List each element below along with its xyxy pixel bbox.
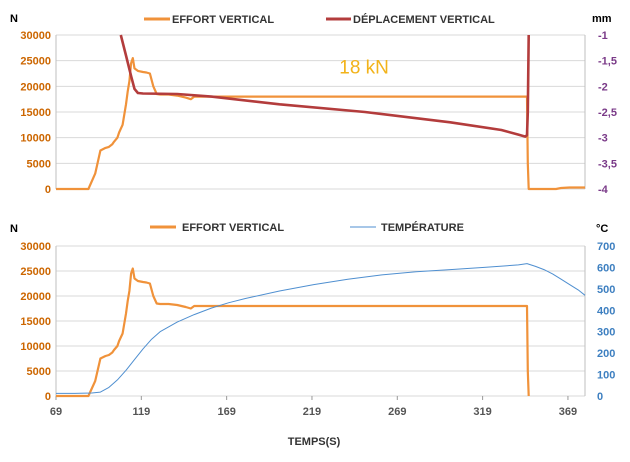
x-tick-label: 369 <box>559 406 577 418</box>
top-axes: 0 5000 10000 15000 20000 25000 30000 -4 -3,5 -3 -2… <box>20 30 617 196</box>
bottom-y-tick-label: 10000 <box>20 341 51 353</box>
bottom-y-tick-label: 20000 <box>20 291 51 303</box>
x-tick-label: 219 <box>303 406 321 418</box>
bottom-y-tick-label: 5000 <box>27 366 51 378</box>
bottom-y2-tick-label: 500 <box>597 284 615 296</box>
top-y-tick-label: 0 <box>45 184 51 196</box>
x-tick-label: 119 <box>132 406 150 418</box>
bottom-series-line-effort <box>56 267 530 398</box>
top-left-unit: N <box>10 13 18 25</box>
bottom-chart: 0 5000 10000 15000 20000 25000 30000 0 100 200 300… <box>10 221 615 448</box>
top-series-line-deplacement <box>119 34 530 138</box>
top-y-tick-label: 20000 <box>20 81 51 93</box>
x-axis-title: TEMPS(S) <box>288 436 341 448</box>
x-tick-label: 269 <box>388 406 406 418</box>
x-tick-label: 69 <box>50 406 62 418</box>
top-y2-tick-label: -3 <box>598 133 608 145</box>
bottom-y-tick-label: 15000 <box>20 316 51 328</box>
bottom-axes: 0 5000 10000 15000 20000 25000 30000 0 100 200 300… <box>20 241 615 418</box>
bottom-legend-label-effort: EFFORT VERTICAL <box>182 222 284 234</box>
bottom-series-line-temperature <box>56 263 586 394</box>
bottom-grid <box>56 245 585 397</box>
top-y-tick-label: 5000 <box>27 158 51 170</box>
top-legend-label-deplacement: DÉPLACEMENT VERTICAL <box>353 13 495 26</box>
bottom-y2-tick-label: 100 <box>597 370 615 382</box>
bottom-left-unit: N <box>10 223 18 235</box>
x-tick-label: 319 <box>473 406 491 418</box>
bottom-y-tick-label: 0 <box>45 391 51 403</box>
bottom-y2-tick-label: 600 <box>597 262 615 274</box>
bottom-y2-tick-label: 400 <box>597 305 615 317</box>
bottom-legend: EFFORT VERTICAL TEMPÉRATURE <box>150 221 464 234</box>
top-y2-tick-label: -3,5 <box>598 158 617 170</box>
top-y2-tick-label: -1 <box>598 30 608 42</box>
top-y-tick-label: 15000 <box>20 107 51 119</box>
top-y2-tick-label: -1,5 <box>598 56 617 68</box>
top-chart: 0 5000 10000 15000 20000 25000 30000 -4 -3,5 -3 -2… <box>10 13 617 196</box>
bottom-y-tick-label: 30000 <box>20 241 51 253</box>
bottom-y2-tick-label: 700 <box>597 241 615 253</box>
top-y2-tick-label: -4 <box>598 184 609 196</box>
bottom-legend-label-temperature: TEMPÉRATURE <box>381 221 464 234</box>
top-grid <box>56 34 585 190</box>
top-y2-tick-label: -2,5 <box>598 107 617 119</box>
bottom-right-unit: °C <box>596 223 608 235</box>
x-tick-label: 169 <box>217 406 235 418</box>
bottom-y2-tick-label: 200 <box>597 348 615 360</box>
top-series <box>56 34 585 191</box>
bottom-y2-tick-label: 300 <box>597 327 615 339</box>
top-y-tick-label: 30000 <box>20 30 51 42</box>
bottom-y-tick-label: 25000 <box>20 266 51 278</box>
bottom-y2-tick-label: 0 <box>597 391 603 403</box>
top-y-tick-label: 25000 <box>20 56 51 68</box>
top-y2-tick-label: -2 <box>598 81 608 93</box>
top-legend: EFFORT VERTICAL DÉPLACEMENT VERTICAL <box>144 13 495 26</box>
top-series-line-effort <box>56 56 585 191</box>
top-legend-label-effort: EFFORT VERTICAL <box>172 14 274 26</box>
top-y-tick-label: 10000 <box>20 133 51 145</box>
force-annotation: 18 kN <box>339 58 389 79</box>
top-right-unit: mm <box>592 13 612 25</box>
bottom-series <box>56 263 586 398</box>
